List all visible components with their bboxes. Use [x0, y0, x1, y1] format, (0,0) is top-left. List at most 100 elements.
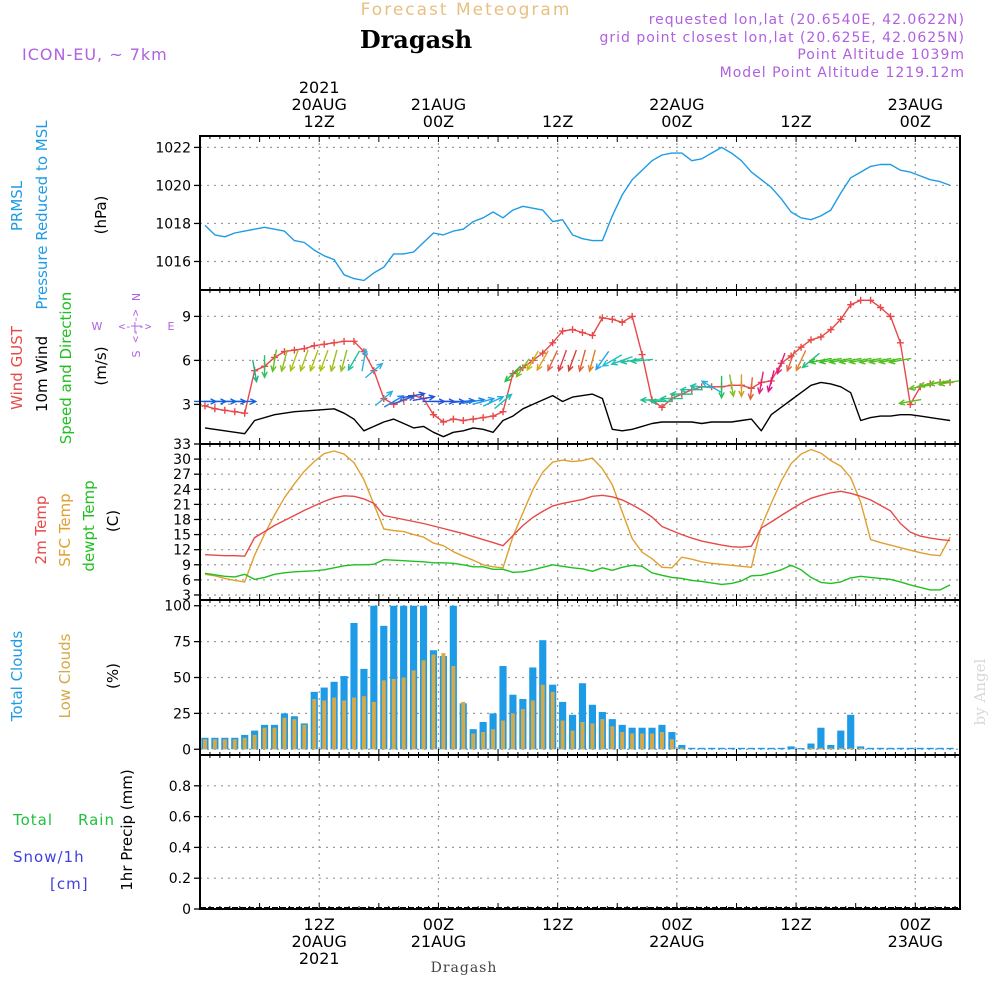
wind-arrow-shaft [819, 357, 842, 363]
gust-marker [598, 314, 606, 322]
wind-arrow [887, 357, 912, 365]
y-tick-label: 1018 [155, 216, 191, 232]
total-clouds-label: Total Clouds [8, 631, 26, 723]
wind-arrow-head [418, 391, 427, 398]
wind-arrow-head [428, 394, 436, 401]
wind-arrow-head [595, 363, 602, 371]
gust-marker [559, 327, 567, 335]
wind-arrow-head [261, 371, 268, 379]
wind-speed-direction-label: Speed and Direction [57, 292, 75, 445]
wind-arrow-shaft [749, 377, 754, 400]
y-tick-label: 0.4 [169, 840, 191, 856]
wind-arrow [828, 357, 852, 365]
wind-arrow-shaft [631, 358, 654, 363]
wind-arrow-head [897, 399, 906, 406]
dewpt-temp-line [204, 559, 951, 591]
wind-arrow-shaft [452, 399, 475, 404]
wind-arrow [557, 349, 568, 373]
wind-arrow-head [718, 392, 725, 400]
low-cloud-bar [222, 739, 227, 750]
wind-arrow [504, 365, 522, 383]
wind-arrow-head [801, 361, 809, 369]
wind-arrow-shaft [462, 398, 485, 405]
wind-arrow-head [669, 390, 677, 398]
wind-arrow-head [917, 381, 926, 389]
low-cloud-bar [292, 719, 297, 750]
wind-arrow-shaft [364, 363, 383, 379]
gust-marker [857, 296, 865, 304]
wind-arrow-shaft [879, 357, 902, 363]
wind-arrow [233, 398, 258, 405]
total-cloud-bar [578, 683, 587, 750]
wind-arrow-shaft [280, 349, 288, 372]
wind-arrow-shaft [611, 355, 633, 365]
wind-arrow-shaft [578, 349, 587, 372]
wind-arrow [738, 374, 745, 398]
wind-arrow [374, 390, 394, 407]
wind-arrow [801, 352, 820, 369]
low-cloud-bar [600, 719, 605, 750]
wind-arrow-head [249, 398, 258, 405]
wind-gust-label: Wind GUST [8, 325, 26, 410]
gust-marker [539, 349, 547, 357]
wind-arrow [494, 393, 513, 410]
wind-arrow [515, 358, 530, 379]
wind-arrow-head [887, 358, 896, 365]
wind-arrow-shaft [330, 349, 338, 372]
bottom-time-label: 2021 [299, 949, 340, 968]
wind-arrow-shaft [494, 393, 512, 410]
temp-2m-label: 2m Temp [32, 496, 50, 565]
axes: 1016101810201022369369121518212427303302… [155, 78, 956, 968]
total-cloud-bar [390, 605, 398, 750]
snow-label: Snow/1h [13, 848, 85, 866]
low-cloud-bar [371, 701, 376, 750]
gust-marker [449, 415, 457, 423]
y-tick-label: 9 [182, 558, 191, 574]
low-cloud-bar [411, 670, 416, 750]
wind-arrow [587, 349, 596, 373]
y-tick-label: 75 [173, 635, 191, 651]
gust-marker [608, 315, 616, 323]
gust-marker [241, 409, 249, 417]
wind-arrow [689, 383, 713, 390]
wind-arrow [937, 379, 962, 387]
y-tick-label: 1022 [155, 140, 191, 156]
wind-arrow-shaft [690, 385, 713, 389]
low-cloud-bar [381, 680, 386, 750]
wind-arrow-shaft [309, 349, 319, 371]
y-tick-label: 1020 [155, 178, 191, 194]
bottom-time-label: 23AUG [888, 932, 943, 951]
y-tick-label: 27 [173, 467, 191, 483]
wind-arrow-head [828, 358, 836, 365]
bottom-time-label: 12Z [780, 915, 811, 934]
wind-arrow-shaft [595, 350, 610, 370]
total-cloud-bar [767, 747, 775, 750]
gust-marker [578, 329, 586, 337]
low-cloud-bar [640, 733, 645, 750]
location-title: Dragash [360, 25, 472, 54]
low-cloud-bar [530, 700, 535, 750]
low-cloud-bar [451, 666, 456, 750]
total-cloud-bar [847, 714, 855, 750]
wind-arrow-head [659, 395, 667, 402]
total-cloud-bar [797, 748, 805, 750]
total-cloud-bar [737, 747, 746, 750]
low-cloud-bar [679, 747, 684, 750]
low-cloud-bar [481, 732, 486, 750]
low-cloud-bar [312, 699, 317, 750]
gust-marker [489, 412, 497, 420]
wind-arrow [279, 349, 288, 373]
wind-arrow-shaft [899, 398, 922, 405]
grid-lines [200, 136, 960, 910]
gust-marker [211, 405, 219, 413]
wind-arrow-head [679, 386, 687, 393]
low-cloud-bar [391, 678, 396, 750]
y-tick-label: 3 [182, 397, 191, 413]
gust-marker [300, 345, 308, 353]
wind-arrow-shaft [319, 349, 329, 371]
wind-arrow-head [397, 395, 405, 402]
wind-arrow-head [766, 385, 773, 394]
wind-arrow-head [738, 390, 745, 398]
low-cloud-bar [828, 747, 833, 750]
wind-arrow-head [868, 358, 876, 365]
